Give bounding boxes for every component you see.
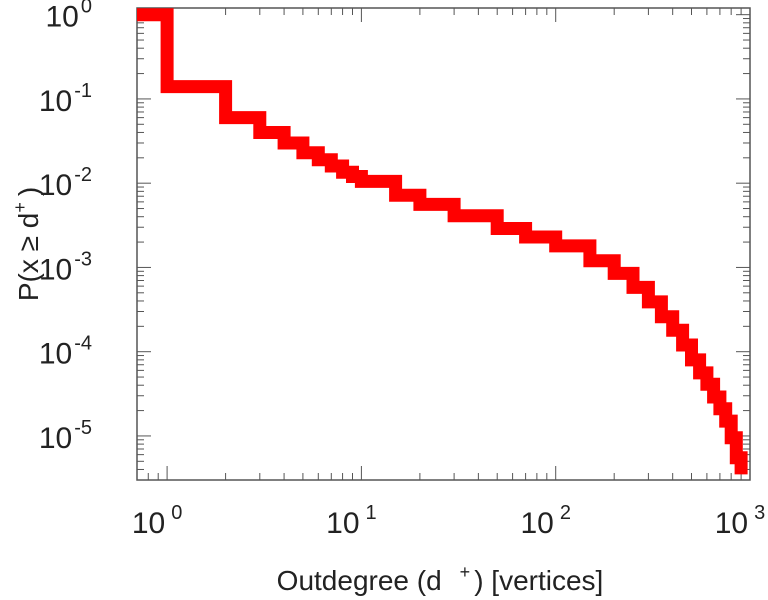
minor-ticks — [136, 8, 751, 481]
series-line — [137, 8, 748, 475]
x-tick-label: 10 2 — [520, 502, 571, 540]
y-axis-label-tail: ) — [13, 187, 44, 196]
y-tick-label: 10 -1 — [39, 80, 92, 118]
y-tick-label: 10 0 — [46, 0, 93, 34]
y-tick-label: 10 -4 — [39, 333, 92, 371]
plot-frame — [136, 7, 751, 481]
x-tick-label: 10 0 — [132, 502, 183, 540]
x-axis-label-main: Outdegree (d — [277, 565, 442, 596]
y-axis-label-main: P(x ≥ d — [13, 213, 44, 302]
y-axis-label: P(x ≥ d+) — [10, 187, 44, 301]
x-tick-labels: 10 0 10 1 10 2 10 3 — [132, 502, 765, 540]
y-axis-label-sup: + — [10, 202, 30, 213]
x-tick-label: 10 1 — [326, 502, 377, 540]
y-tick-label: 10 -2 — [39, 164, 92, 202]
x-tick-label: 10 3 — [715, 502, 766, 540]
x-axis-label-tail: ) [vertices] — [474, 565, 603, 596]
y-tick-label: 10 -3 — [39, 248, 92, 286]
y-tick-label: 10 -5 — [39, 417, 92, 455]
x-axis-label-sup: + — [460, 562, 471, 582]
x-axis-label: Outdegree (d +) [vertices] — [277, 562, 604, 596]
